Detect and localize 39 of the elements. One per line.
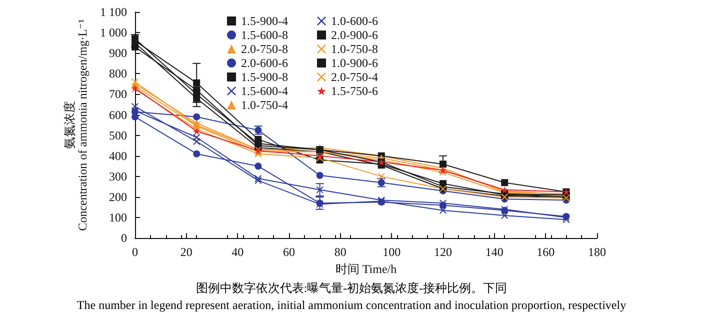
legend-label: 1.5-900-8 [241, 70, 288, 84]
legend-label: 2.0-750-8 [241, 42, 288, 56]
x-tick-label: 60 [283, 245, 295, 260]
y-tick-label: 0 [121, 231, 127, 246]
y-tick-label: 1 100 [100, 5, 127, 19]
legend-label: 2.0-900-6 [331, 28, 378, 42]
x-tick-label: 120 [434, 245, 452, 260]
y-tick-label: 500 [109, 128, 127, 142]
y-tick-label: 800 [109, 66, 127, 81]
legend-label: 1.5-600-8 [241, 28, 288, 42]
x-tick-label: 100 [382, 245, 401, 260]
x-axis-title: 时间 Time/h [335, 262, 397, 276]
x-tick-label: 160 [536, 245, 555, 260]
x-tick-label: 20 [180, 245, 192, 260]
y-tick-label: 600 [109, 108, 127, 122]
text: The number in legend represent aeration, initial ammonium concentration and inoculation proportion, respectively [76, 297, 628, 314]
x-tick-label: 0 [132, 245, 138, 260]
legend-label: 1.0-600-6 [331, 14, 378, 28]
y-tick-label: 1 000 [100, 26, 127, 40]
legend-label: 1.5-750-6 [331, 84, 378, 98]
legend-label: 1.5-600-4 [241, 84, 288, 98]
text: 图例中数字依次代表:曝气量-初始氨氮浓度-接种比例。下同 [194, 280, 508, 297]
x-tick-label: 40 [232, 245, 244, 260]
y-tick-label: 700 [109, 87, 127, 102]
y-tick-label: 400 [109, 148, 127, 163]
legend-label: 1.0-750-4 [241, 98, 288, 112]
y-tick-label: 300 [109, 169, 127, 184]
y-axis-title: 氨氮浓度 Concentration of ammonia nitrogen/mg·L⁻¹ [62, 18, 90, 231]
legend-label: 1.0-900-6 [331, 56, 378, 70]
x-tick-label: 80 [334, 245, 346, 260]
y-tick-label: 100 [109, 210, 127, 225]
x-tick-label: 140 [485, 245, 504, 260]
legend-label: 2.0-600-6 [241, 56, 288, 70]
legend-label: 1.0-750-8 [331, 42, 378, 56]
legend-label: 2.0-750-4 [331, 70, 378, 84]
y-tick-label: 900 [109, 46, 127, 60]
y-tick-label: 200 [109, 190, 127, 204]
x-tick-label: 180 [588, 245, 606, 260]
legend-label: 1.5-900-4 [241, 14, 288, 28]
